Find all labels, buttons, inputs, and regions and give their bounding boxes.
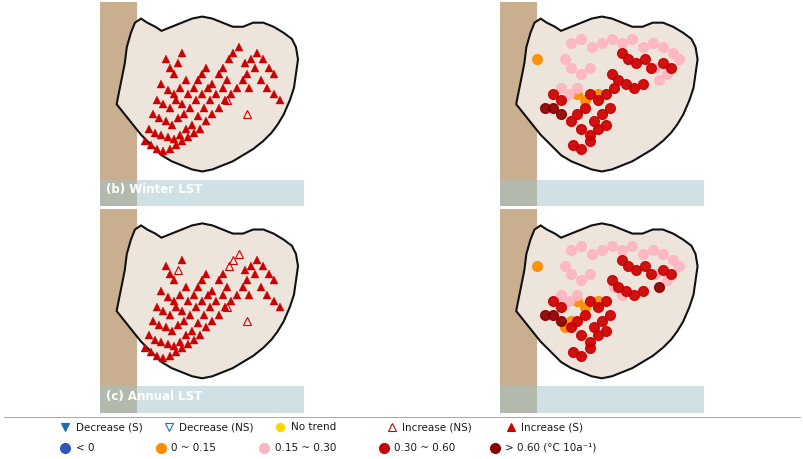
Polygon shape xyxy=(499,386,703,413)
Text: Increase (NS): Increase (NS) xyxy=(402,422,471,432)
Text: No trend: No trend xyxy=(290,422,336,432)
Text: 0 ~ 0.15: 0 ~ 0.15 xyxy=(171,443,216,453)
Text: < 0: < 0 xyxy=(75,443,94,453)
Text: 0.15 ~ 0.30: 0.15 ~ 0.30 xyxy=(275,443,336,453)
Text: Increase (S): Increase (S) xyxy=(521,422,583,432)
Polygon shape xyxy=(499,209,536,413)
Polygon shape xyxy=(100,386,304,413)
Text: Decrease (S): Decrease (S) xyxy=(75,422,142,432)
Polygon shape xyxy=(516,224,697,378)
Text: 0.30 ~ 0.60: 0.30 ~ 0.60 xyxy=(393,443,454,453)
Polygon shape xyxy=(499,2,536,206)
Polygon shape xyxy=(499,179,703,206)
Text: Decrease (NS): Decrease (NS) xyxy=(179,422,253,432)
Polygon shape xyxy=(516,17,697,172)
Polygon shape xyxy=(116,224,298,378)
Polygon shape xyxy=(100,209,137,413)
Text: (c) Annual LST: (c) Annual LST xyxy=(106,390,202,403)
Polygon shape xyxy=(100,2,137,206)
Polygon shape xyxy=(100,179,304,206)
Polygon shape xyxy=(116,17,298,172)
Text: > 0.60 (°C 10a⁻¹): > 0.60 (°C 10a⁻¹) xyxy=(505,443,596,453)
Text: (b) Winter LST: (b) Winter LST xyxy=(106,183,202,196)
